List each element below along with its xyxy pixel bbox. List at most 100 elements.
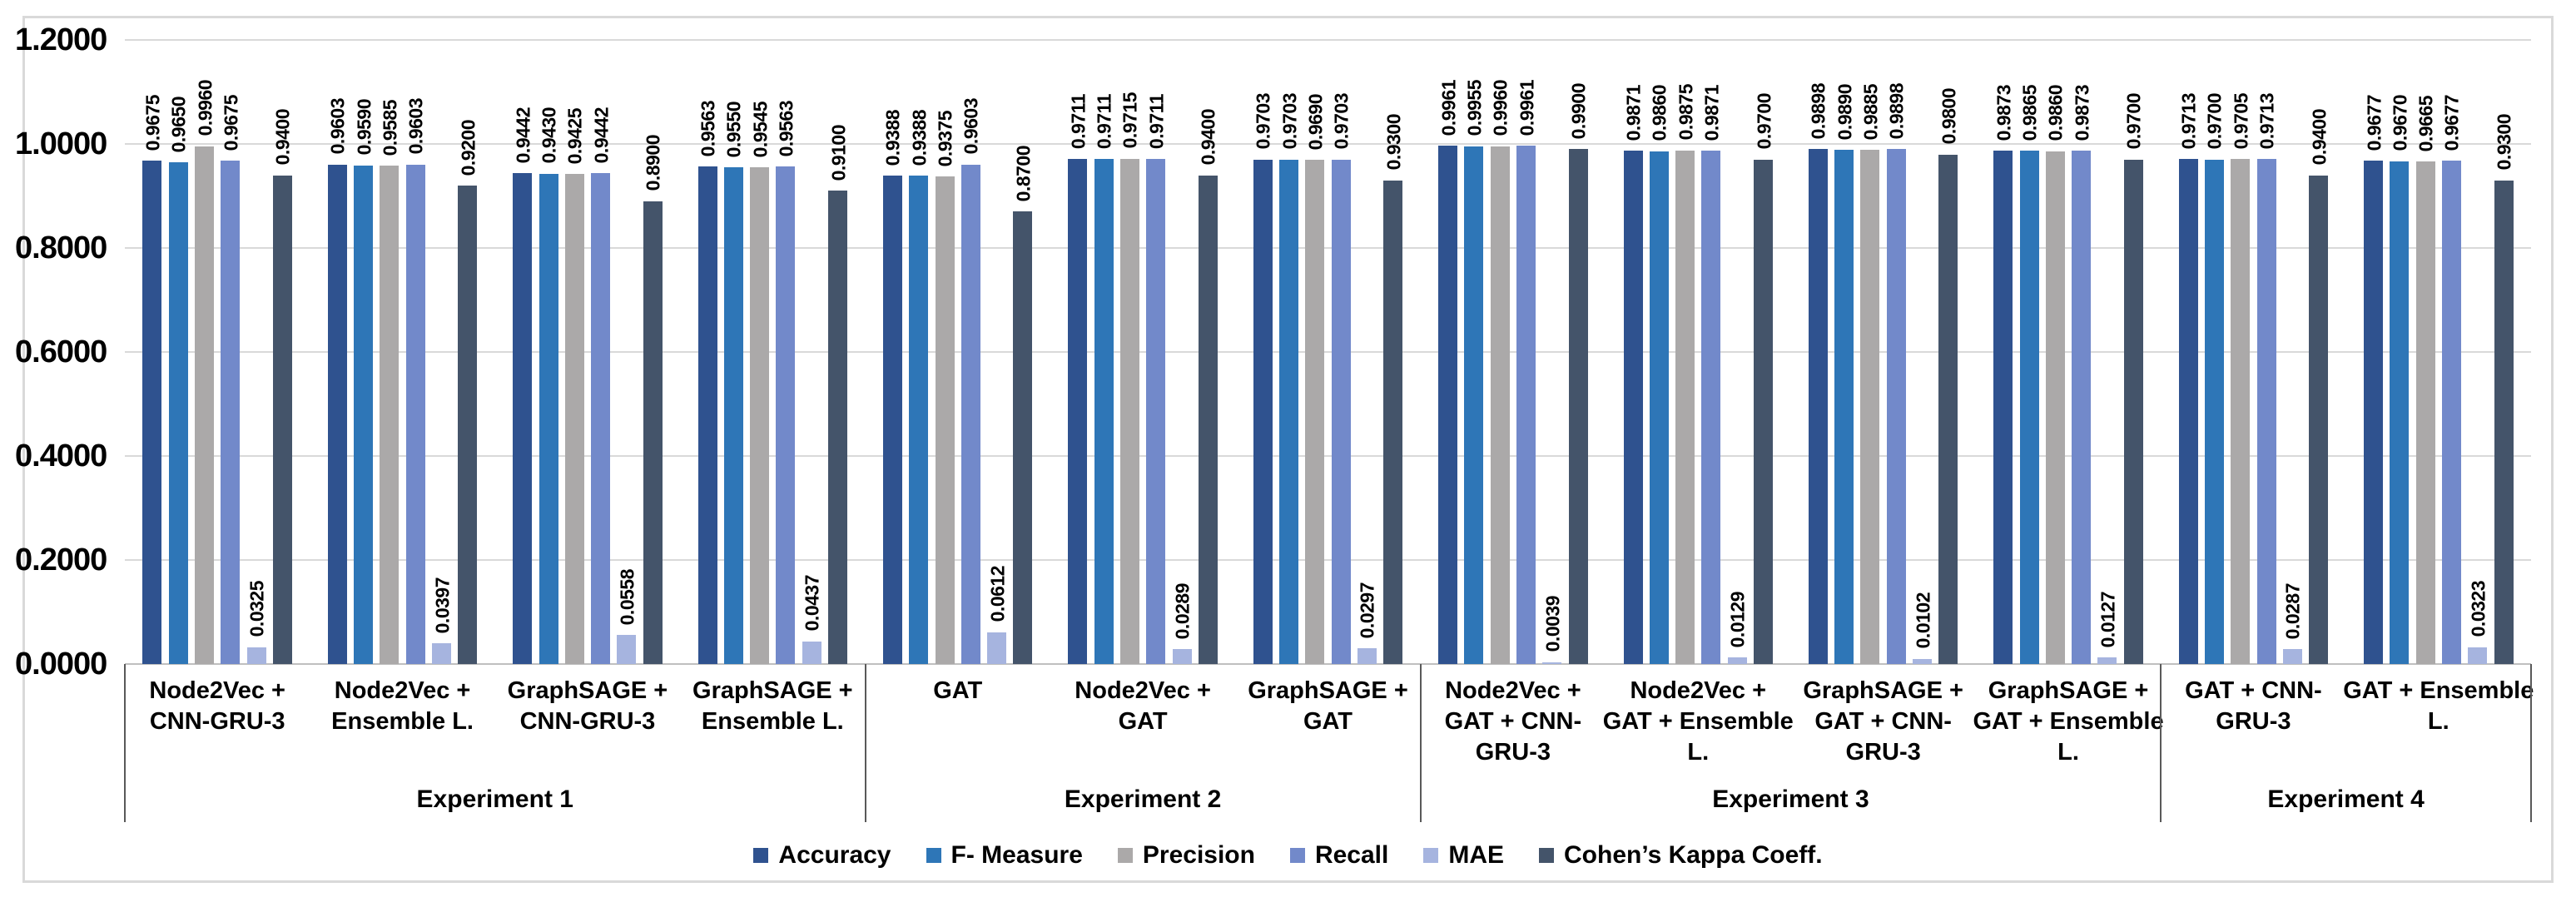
bar-value-label: 0.9800	[1938, 88, 1960, 145]
legend-label-recall: Recall	[1314, 841, 1389, 869]
experiment-label-experiment-3: Experiment 3	[1712, 786, 1869, 813]
category-label-node2vec-gat: Node2Vec + GAT	[1075, 677, 1211, 735]
plot-area: 0.9675 0.9650 0.9960 0.9675 0.0325 0.9400 0.96…	[125, 39, 2531, 665]
bar-mae	[1913, 658, 1933, 664]
bar-mae	[617, 635, 637, 664]
bar-value-label: 0.9700	[2122, 93, 2145, 150]
bar-cohen-s-kappa-coeff	[2123, 159, 2143, 664]
bar-mae	[246, 647, 266, 664]
bar-f-measure	[909, 176, 929, 664]
gridline-0.6000	[125, 351, 2531, 353]
bar-value-label: 0.9388	[881, 109, 904, 166]
bar-value-label: 0.9388	[908, 109, 931, 166]
category-label-gat-ensemble-l: GAT + Ensemble L.	[2343, 677, 2534, 735]
bar-recall	[2256, 158, 2276, 664]
bar-precision	[1490, 146, 1510, 664]
bar-value-label: 0.9675	[141, 94, 164, 151]
bar-mae	[1727, 657, 1747, 664]
bar-value-label: 0.0612	[986, 566, 1009, 622]
bar-value-label: 0.9703	[1252, 93, 1274, 150]
bar-value-label: 0.0289	[1171, 582, 1194, 639]
category-label-node2vec-ensemble-l: Node2Vec + Ensemble L.	[331, 677, 474, 735]
bar-value-label: 0.9400	[1197, 109, 1219, 166]
bar-mae	[2468, 647, 2488, 664]
category-label-graphsage-cnn-gru-3: GraphSAGE + CNN-GRU-3	[507, 677, 668, 735]
bar-f-measure	[1834, 149, 1854, 664]
bar-value-label: 0.0437	[801, 575, 823, 632]
bar-value-label: 0.0129	[1726, 591, 1749, 647]
category-separator	[1419, 664, 1422, 822]
legend-swatch-precision	[1117, 848, 1133, 863]
category-label-graphsage-gat: GraphSAGE + GAT	[1248, 677, 1408, 735]
y-tick-label: 1.2000	[15, 22, 107, 57]
bar-precision	[1860, 150, 1880, 664]
bar-precision	[1119, 158, 1139, 664]
bar-cohen-s-kappa-coeff	[643, 201, 663, 664]
category-group-node2vec-gat: 0.9711 0.9711 0.9715 0.9711 0.0289 0.9400	[1050, 40, 1235, 664]
bar-value-label: 0.9430	[538, 107, 560, 164]
legend-item-recall: Recall	[1289, 841, 1389, 870]
bar-cohen-s-kappa-coeff	[2494, 180, 2514, 664]
category-label-graphsage-ensemble-l: GraphSAGE + Ensemble L.	[692, 677, 853, 735]
bar-accuracy	[1438, 146, 1458, 664]
legend-swatch-recall	[1289, 848, 1305, 863]
bar-value-label: 0.0287	[2281, 582, 2304, 640]
bar-f-measure	[723, 167, 743, 664]
bar-recall	[2441, 161, 2461, 664]
gridline-1.0000	[125, 143, 2531, 145]
category-group-graphsage-cnn-gru-3: 0.9442 0.9430 0.9425 0.9442 0.0558 0.8900	[495, 40, 680, 664]
bar-value-label: 0.9700	[2203, 93, 2226, 150]
bar-value-label: 0.9713	[2177, 92, 2200, 149]
bar-mae	[432, 643, 452, 664]
legend-swatch-accuracy	[753, 848, 769, 863]
bar-precision	[380, 165, 400, 664]
category-label-graphsage-gat-ensemble-l: GraphSAGE + GAT + Ensemble L.	[1973, 677, 2164, 766]
bar-value-label: 0.9890	[1834, 83, 1856, 140]
bar-accuracy	[2178, 158, 2198, 664]
bar-value-label: 0.8700	[1012, 145, 1035, 202]
category-label-graphsage-gat-cnn-gru-3: GraphSAGE + GAT + CNN-GRU-3	[1803, 677, 1963, 766]
bar-f-measure	[2204, 159, 2224, 664]
bar-accuracy	[142, 161, 162, 664]
y-tick-label: 0.4000	[15, 439, 107, 473]
legend-item-mae: MAE	[1423, 841, 1504, 870]
bar-value-label: 0.9650	[167, 96, 190, 152]
bar-value-label: 0.9677	[2362, 94, 2385, 151]
legend-item-cohen-s-kappa-coeff: Cohen’s Kappa Coeff.	[1539, 841, 1823, 870]
gridline-0.4000	[125, 455, 2531, 457]
bar-precision	[750, 167, 770, 664]
category-group-graphsage-ensemble-l: 0.9563 0.9550 0.9545 0.9563 0.0437 0.9100	[680, 40, 865, 664]
experiment-label-experiment-1: Experiment 1	[416, 786, 573, 813]
legend-label-precision: Precision	[1142, 841, 1255, 869]
category-group-gat: 0.9388 0.9388 0.9375 0.9603 0.0612 0.8700	[866, 40, 1050, 664]
legend-item-precision: Precision	[1117, 841, 1255, 870]
category-separator	[2160, 664, 2162, 822]
bar-accuracy	[1068, 159, 1088, 664]
bar-value-label: 0.9700	[1752, 93, 1774, 150]
y-tick-label: 0.8000	[15, 230, 107, 265]
legend-item-accuracy: Accuracy	[753, 841, 891, 870]
bar-f-measure	[539, 173, 558, 664]
bar-value-label: 0.9873	[1993, 84, 2015, 141]
bar-accuracy	[2364, 161, 2384, 664]
legend: Accuracy F- Measure Precision Recall MAE Cohe…	[0, 839, 2576, 872]
bar-cohen-s-kappa-coeff	[1198, 175, 1218, 664]
bar-recall	[1331, 159, 1351, 664]
bar-value-label: 0.9200	[457, 119, 479, 176]
bar-cohen-s-kappa-coeff	[1938, 154, 1958, 664]
bar-value-label: 0.9871	[1622, 84, 1645, 141]
bar-mae	[2097, 657, 2117, 664]
bar-recall	[405, 164, 425, 664]
bar-value-label: 0.9603	[405, 98, 427, 155]
bar-value-label: 0.9711	[1067, 93, 1089, 150]
bar-recall	[960, 164, 980, 664]
y-tick-label: 0.0000	[15, 647, 107, 681]
bar-mae	[1172, 648, 1192, 664]
bar-precision	[195, 146, 215, 664]
gridline-1.2000	[125, 39, 2531, 41]
y-tick-label: 0.6000	[15, 335, 107, 369]
bar-cohen-s-kappa-coeff	[828, 191, 848, 664]
category-group-gat-ensemble-l: 0.9677 0.9670 0.9665 0.9677 0.0323 0.9300	[2346, 40, 2531, 664]
bar-mae	[2282, 649, 2302, 664]
bar-value-label: 0.9675	[220, 94, 242, 151]
